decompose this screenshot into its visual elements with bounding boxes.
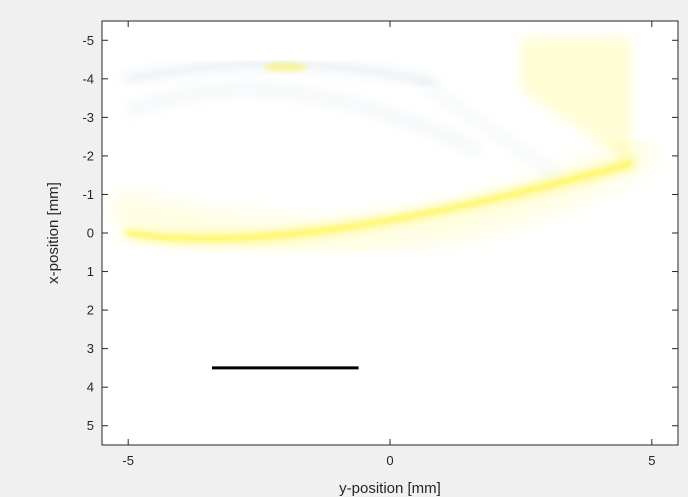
lower-arc-fan xyxy=(111,138,654,254)
y-tick-label: -1 xyxy=(82,187,94,202)
x-tick-label: -5 xyxy=(122,453,134,468)
y-axis-ticks: -5 -4 -3 -2 -1 0 1 2 3 4 5 xyxy=(82,33,678,433)
y-tick-label: -4 xyxy=(82,71,94,86)
y-axis-label: x-position [mm] xyxy=(45,182,62,284)
inner-upper-arc xyxy=(128,84,479,154)
y-tick-label: 2 xyxy=(87,303,94,318)
y-tick-label: -3 xyxy=(82,110,94,125)
x-axis-label: y-position [mm] xyxy=(339,480,441,497)
y-tick-label: 0 xyxy=(87,226,94,241)
intensity-features xyxy=(111,36,654,254)
x-axis-ticks: -5 0 5 xyxy=(122,21,655,468)
y-tick-label: 3 xyxy=(87,341,94,356)
y-tick-label: 5 xyxy=(87,418,94,433)
upper-arc-bright-spot xyxy=(263,62,308,73)
y-tick-label: -5 xyxy=(82,33,94,48)
y-tick-label: -2 xyxy=(82,148,94,163)
y-tick-label: 1 xyxy=(87,264,94,279)
x-tick-label: 5 xyxy=(648,453,655,468)
right-fan xyxy=(520,36,631,164)
x-tick-label: 0 xyxy=(386,453,393,468)
diagonal-streak xyxy=(419,79,560,179)
y-tick-label: 4 xyxy=(87,380,94,395)
